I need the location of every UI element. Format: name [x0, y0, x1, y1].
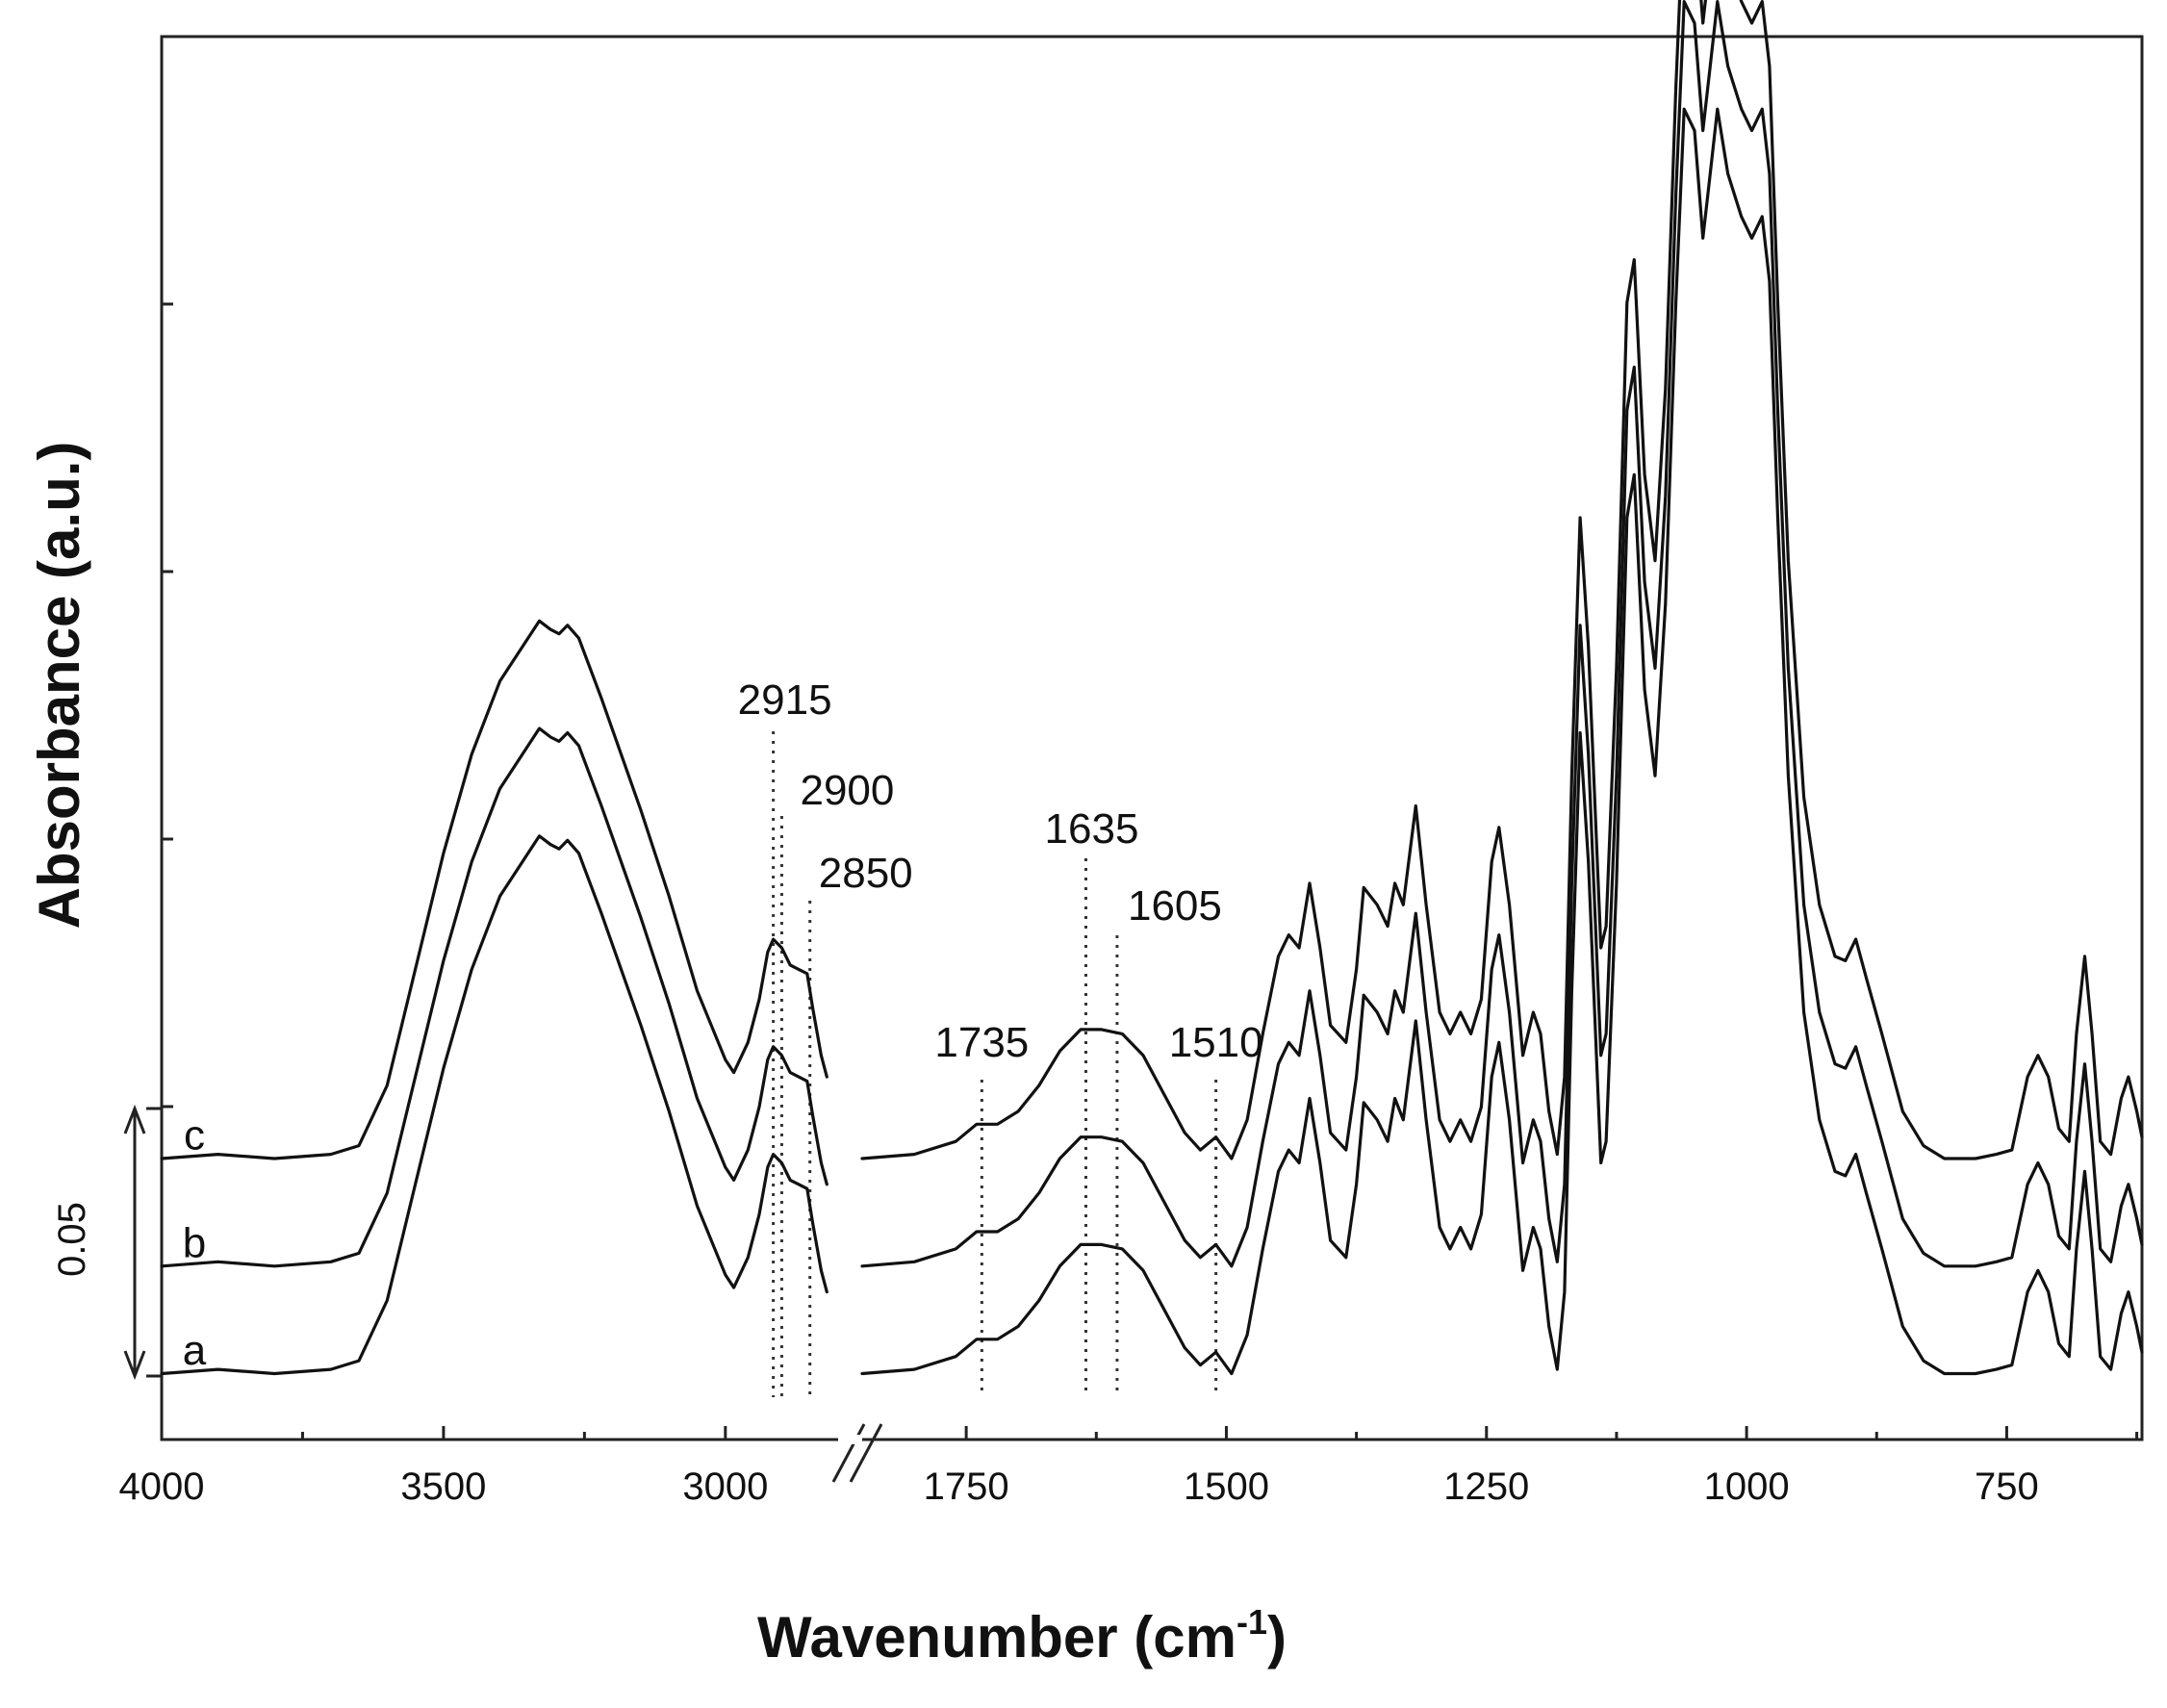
x-axis-title-main: Wavenumber (cm	[757, 1605, 1236, 1670]
scale-bar-arrow-down	[123, 1350, 146, 1381]
plot-frame-group	[160, 35, 2144, 1483]
peak-label-1735: 1735	[934, 1019, 1029, 1066]
scale-bar-arrow-up	[123, 1104, 146, 1134]
peak-label-1635: 1635	[1045, 805, 1139, 853]
x-axis-title: Wavenumber (cm-1)	[757, 1602, 1287, 1670]
label-group: a b c 2915 2900 2850 1735 1635 1605 1510	[183, 676, 1263, 1374]
axis-break-mark-right	[849, 1423, 883, 1483]
x-tick-label: 3000	[682, 1466, 768, 1508]
scale-bar-label: 0.05	[51, 1202, 93, 1277]
x-tick-label: 3500	[400, 1466, 486, 1508]
series-b-trace	[160, 727, 829, 1268]
series-a-trace	[860, 107, 2144, 1376]
y-axis-title: Absorbance (a.u.)	[27, 442, 91, 930]
plot-frame	[160, 35, 2144, 1441]
x-tick-label: 1750	[924, 1466, 1009, 1508]
x-tick-label: 1250	[1443, 1466, 1529, 1508]
peak-label-2915: 2915	[738, 676, 832, 724]
series-label-b: b	[183, 1219, 206, 1266]
series-a-trace	[160, 834, 829, 1376]
x-axis-title-superscript: -1	[1236, 1602, 1267, 1642]
series-c-trace	[160, 619, 829, 1160]
series-label-a: a	[183, 1327, 207, 1374]
trace-group	[160, 0, 2144, 1376]
peak-marker-group	[772, 731, 1218, 1397]
x-tick-label: 750	[1975, 1466, 2039, 1508]
series-b-trace	[860, 0, 2144, 1268]
x-axis-title-close: )	[1267, 1605, 1287, 1670]
tick-group: 4000 3500 3000 1750 1500 1250 1000 750	[119, 35, 2139, 1508]
peak-label-1510: 1510	[1169, 1019, 1263, 1066]
axis-break-gap	[838, 1435, 862, 1444]
x-tick-label: 1000	[1704, 1466, 1790, 1508]
series-c-trace	[860, 0, 2144, 1160]
axis-break-mark-left	[831, 1423, 866, 1483]
peak-label-1605: 1605	[1128, 882, 1222, 930]
x-tick-label: 1500	[1184, 1466, 1269, 1508]
peak-label-2850: 2850	[819, 850, 913, 897]
series-label-c: c	[184, 1112, 205, 1160]
peak-label-2900: 2900	[800, 767, 894, 814]
x-tick-label: 4000	[119, 1466, 205, 1508]
